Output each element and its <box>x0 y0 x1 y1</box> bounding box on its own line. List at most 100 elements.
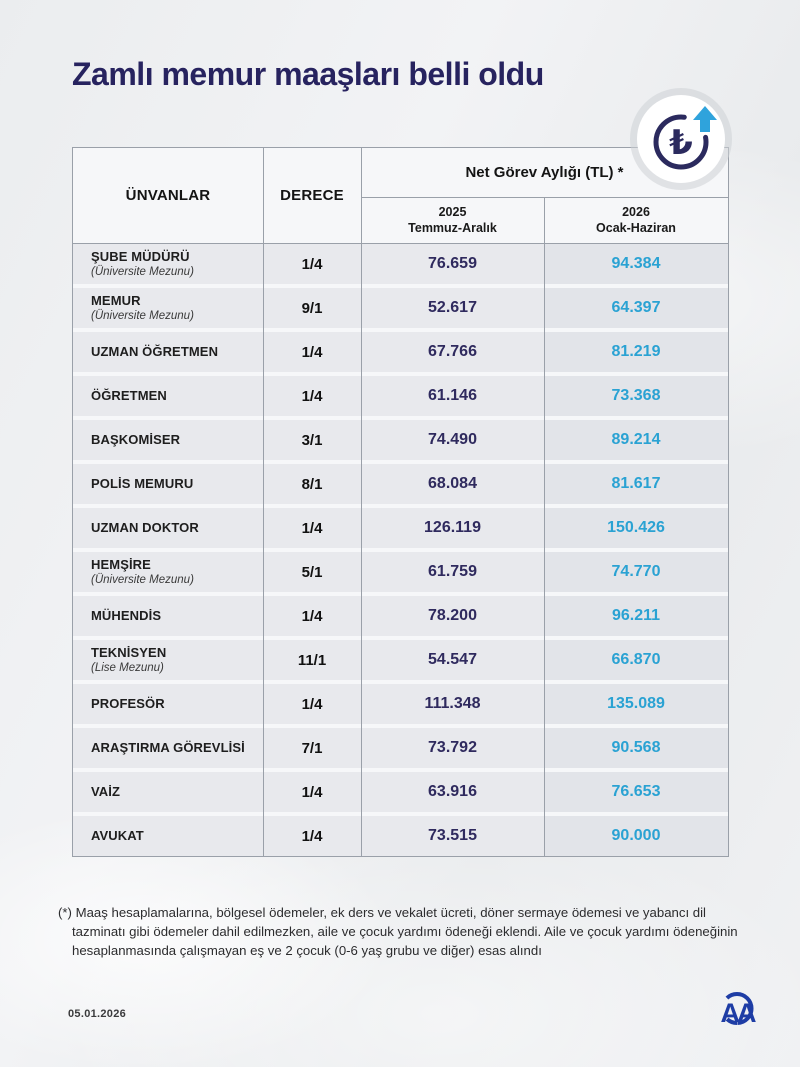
row-title: ŞUBE MÜDÜRÜ <box>91 249 190 265</box>
row-title: UZMAN ÖĞRETMEN <box>91 344 219 360</box>
cell-2026: 64.397 <box>544 288 728 328</box>
row-subtitle: (Üniversite Mezunu) <box>91 309 194 322</box>
cell-derece: 1/4 <box>263 332 361 372</box>
period-label: Ocak-Haziran <box>596 220 676 235</box>
table-row: MÜHENDİS 1/4 78.200 96.211 <box>73 596 728 636</box>
cell-2025: 73.515 <box>361 816 544 856</box>
column-divider <box>263 148 264 856</box>
cell-2025: 52.617 <box>361 288 544 328</box>
row-title: UZMAN DOKTOR <box>91 520 199 536</box>
table-header: ÜNVANLAR DERECE Net Görev Aylığı (TL) * … <box>73 148 728 244</box>
table-row: VAİZ 1/4 63.916 76.653 <box>73 772 728 812</box>
lira-symbol: ₺ <box>669 123 693 163</box>
table-row: ÖĞRETMEN 1/4 61.146 73.368 <box>73 376 728 416</box>
up-arrow-icon <box>693 106 717 132</box>
cell-2025: 63.916 <box>361 772 544 812</box>
header-2025: 2025 Temmuz-Aralık <box>361 198 544 243</box>
table-row: POLİS MEMURU 8/1 68.084 81.617 <box>73 464 728 504</box>
header-years: 2025 Temmuz-Aralık 2026 Ocak-Haziran <box>361 198 728 243</box>
cell-derece: 1/4 <box>263 684 361 724</box>
row-subtitle: (Üniversite Mezunu) <box>91 573 194 586</box>
cell-2025: 76.659 <box>361 244 544 284</box>
table-body: ŞUBE MÜDÜRÜ (Üniversite Mezunu) 1/4 76.65… <box>73 244 728 856</box>
cell-unvan: ŞUBE MÜDÜRÜ (Üniversite Mezunu) <box>73 244 263 284</box>
aa-agency-logo-icon: AA <box>710 991 764 1037</box>
cell-2026: 135.089 <box>544 684 728 724</box>
header-net-title: Net Görev Aylığı (TL) * <box>361 148 728 198</box>
row-title: BAŞKOMİSER <box>91 432 181 448</box>
lira-icon: ₺ <box>653 106 717 170</box>
cell-2026: 81.219 <box>544 332 728 372</box>
cell-unvan: AVUKAT <box>73 816 263 856</box>
row-title: ARAŞTIRMA GÖREVLİSİ <box>91 740 245 756</box>
table-row: MEMUR (Üniversite Mezunu) 9/1 52.617 64.3… <box>73 288 728 328</box>
cell-derece: 5/1 <box>263 552 361 592</box>
cell-unvan: ARAŞTIRMA GÖREVLİSİ <box>73 728 263 768</box>
cell-derece: 7/1 <box>263 728 361 768</box>
table-row: UZMAN ÖĞRETMEN 1/4 67.766 81.219 <box>73 332 728 372</box>
lira-increase-badge: ₺ <box>637 95 725 183</box>
cell-derece: 1/4 <box>263 816 361 856</box>
cell-2025: 67.766 <box>361 332 544 372</box>
row-title: POLİS MEMURU <box>91 476 194 492</box>
table-row: HEMŞİRE (Üniversite Mezunu) 5/1 61.759 74… <box>73 552 728 592</box>
cell-2026: 90.568 <box>544 728 728 768</box>
column-divider <box>361 148 362 856</box>
row-title: MEMUR <box>91 293 141 309</box>
row-title: PROFESÖR <box>91 696 165 712</box>
cell-2025: 74.490 <box>361 420 544 460</box>
cell-unvan: UZMAN ÖĞRETMEN <box>73 332 263 372</box>
cell-2025: 61.146 <box>361 376 544 416</box>
header-2026: 2026 Ocak-Haziran <box>544 198 728 243</box>
footnote: (*) Maaş hesaplamalarına, bölgesel ödeme… <box>58 905 738 959</box>
cell-2026: 90.000 <box>544 816 728 856</box>
column-divider <box>544 198 545 856</box>
row-title: TEKNİSYEN <box>91 645 167 661</box>
cell-derece: 3/1 <box>263 420 361 460</box>
cell-2025: 126.119 <box>361 508 544 548</box>
cell-derece: 1/4 <box>263 376 361 416</box>
table-row: TEKNİSYEN (Lise Mezunu) 11/1 54.547 66.87… <box>73 640 728 680</box>
cell-unvan: PROFESÖR <box>73 684 263 724</box>
cell-2025: 68.084 <box>361 464 544 504</box>
row-subtitle: (Üniversite Mezunu) <box>91 265 194 278</box>
cell-unvan: MEMUR (Üniversite Mezunu) <box>73 288 263 328</box>
cell-2026: 74.770 <box>544 552 728 592</box>
cell-unvan: HEMŞİRE (Üniversite Mezunu) <box>73 552 263 592</box>
cell-derece: 11/1 <box>263 640 361 680</box>
cell-2025: 61.759 <box>361 552 544 592</box>
cell-unvan: TEKNİSYEN (Lise Mezunu) <box>73 640 263 680</box>
cell-2026: 89.214 <box>544 420 728 460</box>
cell-derece: 1/4 <box>263 596 361 636</box>
cell-2026: 73.368 <box>544 376 728 416</box>
cell-unvan: MÜHENDİS <box>73 596 263 636</box>
row-subtitle: (Lise Mezunu) <box>91 661 164 674</box>
table-row: BAŞKOMİSER 3/1 74.490 89.214 <box>73 420 728 460</box>
row-title: MÜHENDİS <box>91 608 162 624</box>
cell-2026: 81.617 <box>544 464 728 504</box>
cell-2025: 111.348 <box>361 684 544 724</box>
page-title: Zamlı memur maaşları belli oldu <box>72 56 544 92</box>
row-title: VAİZ <box>91 784 121 800</box>
row-title: ÖĞRETMEN <box>91 388 167 404</box>
cell-derece: 1/4 <box>263 772 361 812</box>
table-row: UZMAN DOKTOR 1/4 126.119 150.426 <box>73 508 728 548</box>
table-row: PROFESÖR 1/4 111.348 135.089 <box>73 684 728 724</box>
header-derece: DERECE <box>280 187 344 204</box>
cell-2025: 54.547 <box>361 640 544 680</box>
cell-unvan: UZMAN DOKTOR <box>73 508 263 548</box>
cell-2025: 78.200 <box>361 596 544 636</box>
row-title: HEMŞİRE <box>91 557 151 573</box>
header-unvanlar: ÜNVANLAR <box>125 187 211 204</box>
salary-table: ÜNVANLAR DERECE Net Görev Aylığı (TL) * … <box>72 147 729 857</box>
cell-derece: 1/4 <box>263 508 361 548</box>
cell-derece: 1/4 <box>263 244 361 284</box>
cell-2026: 76.653 <box>544 772 728 812</box>
cell-unvan: VAİZ <box>73 772 263 812</box>
period-label: Temmuz-Aralık <box>408 220 497 235</box>
cell-unvan: ÖĞRETMEN <box>73 376 263 416</box>
table-row: AVUKAT 1/4 73.515 90.000 <box>73 816 728 856</box>
table-row: ŞUBE MÜDÜRÜ (Üniversite Mezunu) 1/4 76.65… <box>73 244 728 284</box>
cell-2026: 94.384 <box>544 244 728 284</box>
cell-2026: 66.870 <box>544 640 728 680</box>
